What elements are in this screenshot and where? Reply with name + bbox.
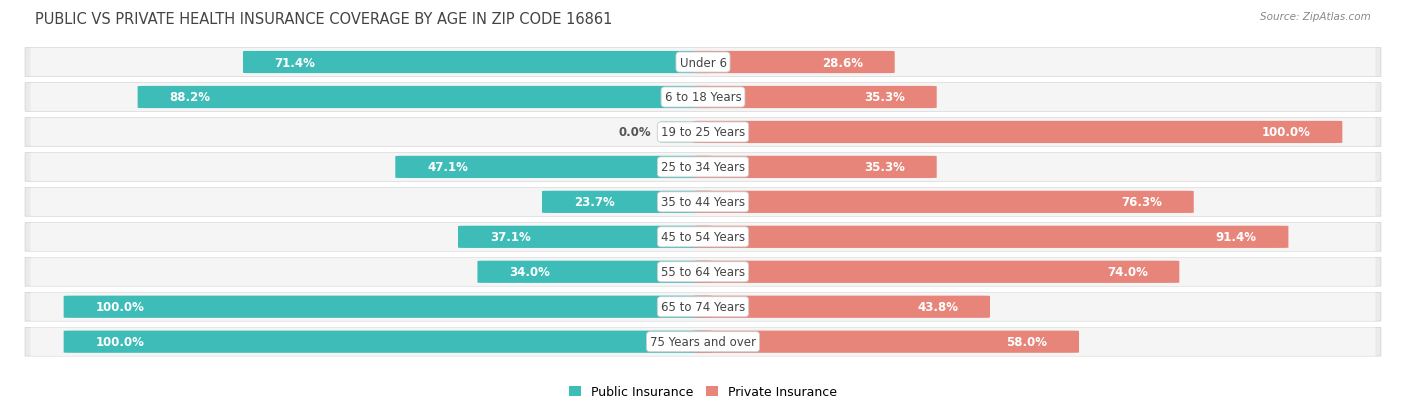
FancyBboxPatch shape (693, 191, 1194, 214)
Text: 58.0%: 58.0% (1007, 335, 1047, 348)
Text: 37.1%: 37.1% (489, 231, 530, 244)
Text: 75 Years and over: 75 Years and over (650, 335, 756, 348)
Text: 25 to 34 Years: 25 to 34 Years (661, 161, 745, 174)
Text: 76.3%: 76.3% (1121, 196, 1163, 209)
FancyBboxPatch shape (31, 119, 1375, 147)
Text: 23.7%: 23.7% (574, 196, 614, 209)
FancyBboxPatch shape (25, 188, 1381, 217)
FancyBboxPatch shape (693, 226, 1288, 248)
FancyBboxPatch shape (31, 49, 1375, 77)
FancyBboxPatch shape (25, 118, 1381, 147)
Text: 35 to 44 Years: 35 to 44 Years (661, 196, 745, 209)
FancyBboxPatch shape (31, 293, 1375, 321)
Text: 35.3%: 35.3% (865, 161, 905, 174)
FancyBboxPatch shape (543, 191, 713, 214)
FancyBboxPatch shape (31, 223, 1375, 252)
Text: 47.1%: 47.1% (427, 161, 468, 174)
Text: 88.2%: 88.2% (169, 91, 211, 104)
FancyBboxPatch shape (31, 188, 1375, 216)
FancyBboxPatch shape (693, 87, 936, 109)
FancyBboxPatch shape (693, 296, 990, 318)
FancyBboxPatch shape (25, 293, 1381, 321)
Text: 65 to 74 Years: 65 to 74 Years (661, 301, 745, 313)
Text: PUBLIC VS PRIVATE HEALTH INSURANCE COVERAGE BY AGE IN ZIP CODE 16861: PUBLIC VS PRIVATE HEALTH INSURANCE COVER… (35, 12, 613, 27)
Text: 43.8%: 43.8% (917, 301, 959, 313)
FancyBboxPatch shape (25, 83, 1381, 112)
Text: 100.0%: 100.0% (1261, 126, 1310, 139)
FancyBboxPatch shape (395, 157, 713, 178)
Text: 19 to 25 Years: 19 to 25 Years (661, 126, 745, 139)
Text: 100.0%: 100.0% (96, 335, 145, 348)
Text: 28.6%: 28.6% (823, 57, 863, 69)
Text: 0.0%: 0.0% (619, 126, 651, 139)
FancyBboxPatch shape (31, 258, 1375, 286)
FancyBboxPatch shape (25, 153, 1381, 182)
FancyBboxPatch shape (25, 223, 1381, 252)
FancyBboxPatch shape (693, 261, 1180, 283)
FancyBboxPatch shape (31, 153, 1375, 182)
FancyBboxPatch shape (458, 226, 713, 248)
Text: 6 to 18 Years: 6 to 18 Years (665, 91, 741, 104)
Text: Source: ZipAtlas.com: Source: ZipAtlas.com (1260, 12, 1371, 22)
FancyBboxPatch shape (63, 296, 713, 318)
FancyBboxPatch shape (63, 331, 713, 353)
Legend: Public Insurance, Private Insurance: Public Insurance, Private Insurance (564, 380, 842, 404)
FancyBboxPatch shape (693, 157, 936, 178)
FancyBboxPatch shape (243, 52, 713, 74)
FancyBboxPatch shape (25, 258, 1381, 287)
FancyBboxPatch shape (138, 87, 713, 109)
FancyBboxPatch shape (31, 83, 1375, 112)
Text: 71.4%: 71.4% (274, 57, 315, 69)
Text: 35.3%: 35.3% (865, 91, 905, 104)
FancyBboxPatch shape (693, 52, 894, 74)
Text: 34.0%: 34.0% (509, 266, 550, 279)
FancyBboxPatch shape (693, 121, 1343, 144)
Text: 55 to 64 Years: 55 to 64 Years (661, 266, 745, 279)
FancyBboxPatch shape (661, 122, 709, 144)
Text: Under 6: Under 6 (679, 57, 727, 69)
Text: 45 to 54 Years: 45 to 54 Years (661, 231, 745, 244)
FancyBboxPatch shape (693, 331, 1078, 353)
FancyBboxPatch shape (25, 49, 1381, 77)
Text: 91.4%: 91.4% (1216, 231, 1257, 244)
FancyBboxPatch shape (25, 328, 1381, 356)
Text: 74.0%: 74.0% (1107, 266, 1147, 279)
Text: 100.0%: 100.0% (96, 301, 145, 313)
FancyBboxPatch shape (478, 261, 713, 283)
FancyBboxPatch shape (31, 328, 1375, 356)
